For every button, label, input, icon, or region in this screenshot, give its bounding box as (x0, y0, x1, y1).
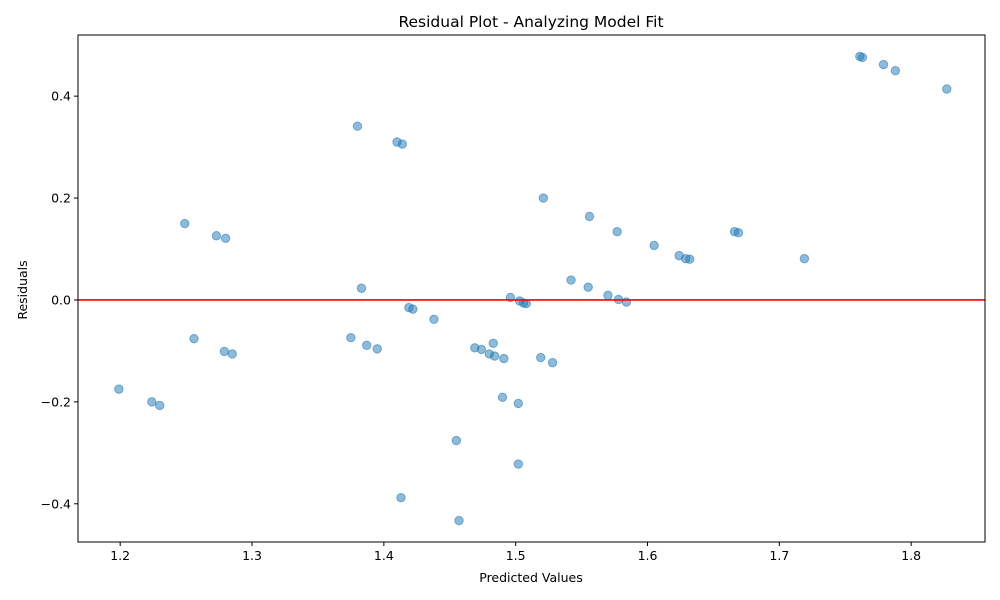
y-tick-label: 0.2 (51, 191, 71, 206)
scatter-point (649, 240, 659, 251)
scatter-point (513, 459, 524, 469)
scatter-point (211, 231, 222, 241)
scatter-point (408, 304, 418, 314)
x-tick-label: 1.8 (901, 548, 921, 563)
scatter-point (497, 392, 508, 402)
x-tick-label: 1.2 (110, 548, 130, 563)
scatter-point (584, 211, 595, 222)
scatter-points (114, 51, 952, 526)
plot-area-frame (77, 34, 986, 543)
scatter-point (362, 340, 372, 351)
scatter-point (733, 228, 744, 238)
scatter-point (489, 351, 500, 361)
y-axis-ticks: −0.4 −0.2 0.0 0.2 0.4 (41, 89, 78, 511)
scatter-point (684, 254, 695, 264)
scatter-point (189, 333, 199, 344)
scatter-point (878, 59, 889, 70)
scatter-point (219, 346, 230, 357)
x-axis-ticks: 1.2 1.3 1.4 1.5 1.6 1.7 1.8 (110, 542, 921, 563)
y-tick-label: −0.2 (41, 394, 71, 409)
scatter-point (890, 65, 901, 76)
y-tick-label: −0.4 (41, 496, 71, 511)
x-tick-label: 1.7 (769, 548, 789, 563)
scatter-point (220, 233, 231, 244)
scatter-point (566, 275, 576, 285)
scatter-point (180, 218, 190, 229)
x-tick-label: 1.6 (638, 548, 658, 563)
scatter-point (356, 283, 367, 293)
scatter-point (547, 357, 558, 368)
x-tick-label: 1.3 (242, 548, 262, 563)
x-tick-label: 1.4 (374, 548, 394, 563)
y-tick-label: 0.0 (51, 292, 71, 307)
x-tick-label: 1.5 (506, 548, 526, 563)
scatter-point (499, 353, 509, 364)
scatter-point (621, 297, 632, 307)
scatter-point (429, 314, 439, 325)
scatter-point (346, 332, 356, 343)
scatter-point (583, 282, 593, 292)
scatter-point (799, 253, 810, 264)
scatter-point (538, 193, 549, 203)
x-axis-label: Predicted Values (479, 570, 583, 585)
scatter-point (147, 397, 157, 407)
scatter-point (451, 435, 462, 446)
scatter-point (603, 290, 613, 301)
scatter-point (857, 52, 868, 63)
chart-title: Residual Plot - Analyzing Model Fit (398, 13, 663, 31)
scatter-point (396, 492, 406, 503)
scatter-point (397, 139, 408, 149)
scatter-point (513, 398, 524, 409)
scatter-point (488, 338, 498, 348)
y-tick-label: 0.4 (51, 89, 71, 104)
scatter-point (536, 352, 546, 363)
scatter-point (612, 226, 622, 237)
scatter-point (227, 349, 237, 359)
scatter-point (372, 344, 382, 354)
scatter-point (155, 400, 165, 411)
scatter-point (942, 84, 952, 94)
scatter-point (114, 384, 124, 394)
scatter-point (352, 121, 363, 131)
y-axis-label: Residuals (15, 260, 30, 319)
scatter-point (454, 515, 464, 526)
scatter-point (476, 344, 487, 355)
